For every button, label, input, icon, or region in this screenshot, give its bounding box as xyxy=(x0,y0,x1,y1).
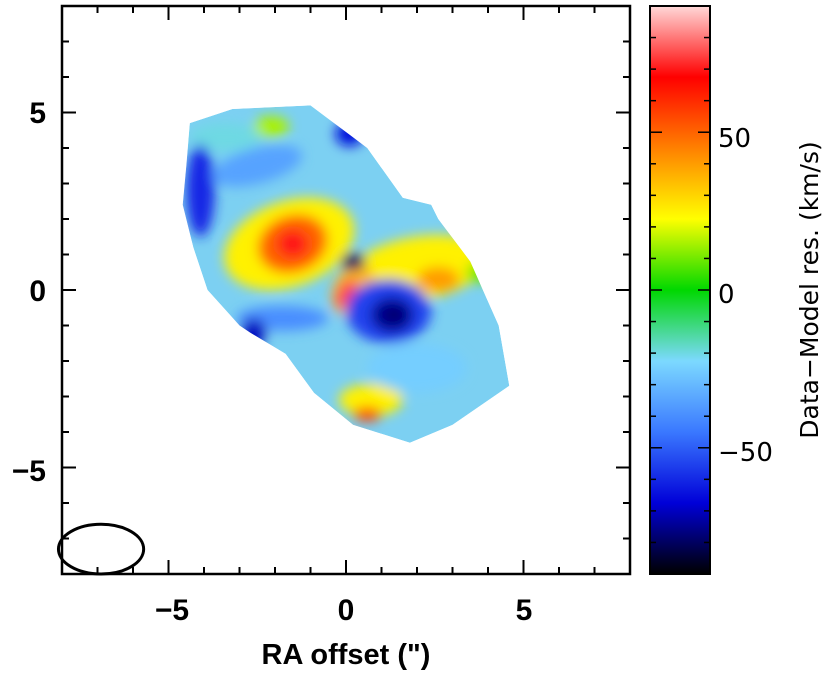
residual-feature-19 xyxy=(466,261,496,283)
x-tick-label-neg5: −5 xyxy=(155,594,189,627)
residual-feature-15 xyxy=(253,116,290,138)
colorbar-title: Data−Model res. (km/s) xyxy=(795,141,824,438)
axis-ticks xyxy=(61,5,631,575)
residual-feature-18 xyxy=(241,318,267,347)
x-tick-label-5: 5 xyxy=(516,594,533,627)
beam-ellipse xyxy=(56,522,146,576)
colorbar-tick-label-neg50: −50 xyxy=(718,438,773,468)
residual-feature-13 xyxy=(353,407,382,422)
residual-map xyxy=(182,105,510,443)
beam-ellipse-shape xyxy=(56,522,146,576)
residual-feature-10 xyxy=(340,252,366,271)
y-tick-label-5: 5 xyxy=(29,97,46,130)
y-tick-label-neg5: −5 xyxy=(12,455,46,488)
plot-area xyxy=(56,4,632,576)
residual-feature-12 xyxy=(338,384,403,417)
residual-feature-4 xyxy=(417,266,460,292)
residual-feature-9 xyxy=(386,310,402,320)
x-axis-title: RA offset (") xyxy=(262,639,431,671)
residual-feature-2 xyxy=(276,229,309,259)
y-tick-label-0: 0 xyxy=(29,275,46,308)
colorbar: 50 0 −50 Data−Model res. (km/s) xyxy=(649,5,824,575)
residual-features xyxy=(186,116,496,422)
x-tick-label-0: 0 xyxy=(338,594,355,627)
residual-feature-17 xyxy=(186,144,215,237)
y-tick-labels: 5 0 −5 xyxy=(12,97,46,488)
x-tick-labels: −5 0 5 xyxy=(155,594,532,627)
residual-feature-21 xyxy=(212,144,303,187)
galaxy-emission xyxy=(182,105,510,443)
residual-feature-20 xyxy=(367,343,467,393)
colorbar-ticks xyxy=(650,36,710,544)
colorbar-tick-label-50: 50 xyxy=(718,124,751,154)
colorbar-tick-label-0: 0 xyxy=(718,280,735,310)
residual-feature-14 xyxy=(189,123,261,152)
residual-feature-16 xyxy=(335,121,364,147)
